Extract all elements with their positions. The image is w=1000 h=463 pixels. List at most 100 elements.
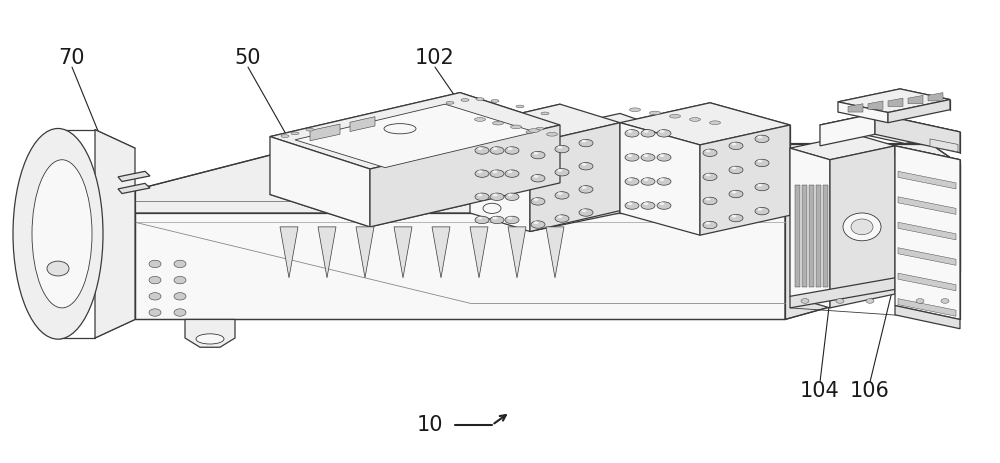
Ellipse shape	[644, 130, 648, 133]
Polygon shape	[848, 104, 863, 112]
Ellipse shape	[729, 214, 743, 222]
Ellipse shape	[582, 209, 587, 212]
Ellipse shape	[526, 131, 534, 133]
Ellipse shape	[836, 299, 844, 303]
Ellipse shape	[505, 193, 519, 200]
Polygon shape	[888, 98, 903, 106]
Polygon shape	[790, 278, 895, 308]
Ellipse shape	[710, 121, 720, 125]
Ellipse shape	[528, 129, 540, 132]
Polygon shape	[620, 103, 790, 145]
Ellipse shape	[534, 198, 538, 201]
Ellipse shape	[582, 163, 587, 166]
Polygon shape	[118, 183, 150, 194]
Ellipse shape	[558, 169, 562, 172]
Ellipse shape	[490, 147, 504, 154]
Ellipse shape	[732, 143, 736, 145]
Ellipse shape	[670, 114, 680, 118]
Ellipse shape	[291, 132, 299, 135]
Polygon shape	[790, 134, 895, 160]
Ellipse shape	[703, 197, 717, 205]
Ellipse shape	[843, 213, 881, 241]
Polygon shape	[895, 306, 960, 329]
Polygon shape	[525, 113, 640, 141]
Ellipse shape	[446, 101, 454, 104]
Ellipse shape	[703, 149, 717, 156]
Polygon shape	[898, 299, 956, 316]
Polygon shape	[820, 113, 960, 144]
Polygon shape	[470, 227, 488, 278]
Ellipse shape	[758, 136, 763, 138]
Polygon shape	[185, 319, 235, 347]
Ellipse shape	[582, 186, 587, 189]
Text: 106: 106	[850, 381, 890, 401]
Ellipse shape	[508, 217, 512, 219]
Ellipse shape	[531, 175, 545, 182]
Ellipse shape	[625, 130, 639, 137]
Polygon shape	[895, 146, 960, 169]
Polygon shape	[350, 117, 375, 131]
Ellipse shape	[531, 221, 545, 228]
Ellipse shape	[758, 184, 763, 187]
Ellipse shape	[628, 130, 633, 133]
Ellipse shape	[660, 202, 664, 205]
Ellipse shape	[306, 128, 314, 131]
Polygon shape	[875, 113, 960, 153]
Ellipse shape	[534, 221, 538, 224]
Ellipse shape	[492, 121, 504, 125]
Ellipse shape	[644, 202, 648, 205]
Ellipse shape	[755, 183, 769, 191]
Polygon shape	[546, 227, 564, 278]
Ellipse shape	[546, 132, 558, 136]
Ellipse shape	[555, 145, 569, 153]
Polygon shape	[95, 130, 135, 338]
Polygon shape	[802, 185, 807, 287]
Ellipse shape	[625, 202, 639, 209]
Ellipse shape	[706, 174, 710, 176]
Ellipse shape	[703, 173, 717, 181]
Ellipse shape	[174, 309, 186, 316]
Polygon shape	[370, 125, 560, 227]
Ellipse shape	[491, 100, 499, 102]
Ellipse shape	[555, 192, 569, 199]
Text: 50: 50	[235, 48, 261, 68]
Ellipse shape	[801, 299, 809, 303]
Text: 10: 10	[417, 415, 443, 435]
Ellipse shape	[461, 99, 469, 101]
Ellipse shape	[492, 217, 498, 219]
Polygon shape	[470, 104, 620, 144]
Polygon shape	[508, 227, 526, 278]
Ellipse shape	[579, 163, 593, 170]
Polygon shape	[394, 227, 412, 278]
Ellipse shape	[866, 299, 874, 303]
Ellipse shape	[628, 178, 633, 181]
Ellipse shape	[660, 154, 664, 157]
Ellipse shape	[475, 170, 489, 177]
Ellipse shape	[478, 170, 482, 173]
Ellipse shape	[660, 178, 664, 181]
Text: 104: 104	[800, 381, 840, 401]
Ellipse shape	[579, 209, 593, 216]
Polygon shape	[356, 227, 374, 278]
Ellipse shape	[505, 147, 519, 154]
Polygon shape	[270, 137, 370, 227]
Ellipse shape	[729, 142, 743, 150]
Polygon shape	[135, 144, 960, 213]
Ellipse shape	[558, 192, 562, 195]
Ellipse shape	[149, 260, 161, 268]
Ellipse shape	[492, 147, 498, 150]
Ellipse shape	[755, 135, 769, 143]
Ellipse shape	[657, 154, 671, 161]
Ellipse shape	[641, 130, 655, 137]
Ellipse shape	[475, 216, 489, 224]
Ellipse shape	[706, 198, 710, 200]
Polygon shape	[898, 171, 956, 189]
Ellipse shape	[13, 128, 103, 339]
Ellipse shape	[644, 178, 648, 181]
Polygon shape	[310, 124, 340, 141]
Ellipse shape	[732, 191, 736, 194]
Polygon shape	[898, 222, 956, 240]
Ellipse shape	[641, 202, 655, 209]
Ellipse shape	[541, 112, 549, 115]
Ellipse shape	[941, 299, 949, 303]
